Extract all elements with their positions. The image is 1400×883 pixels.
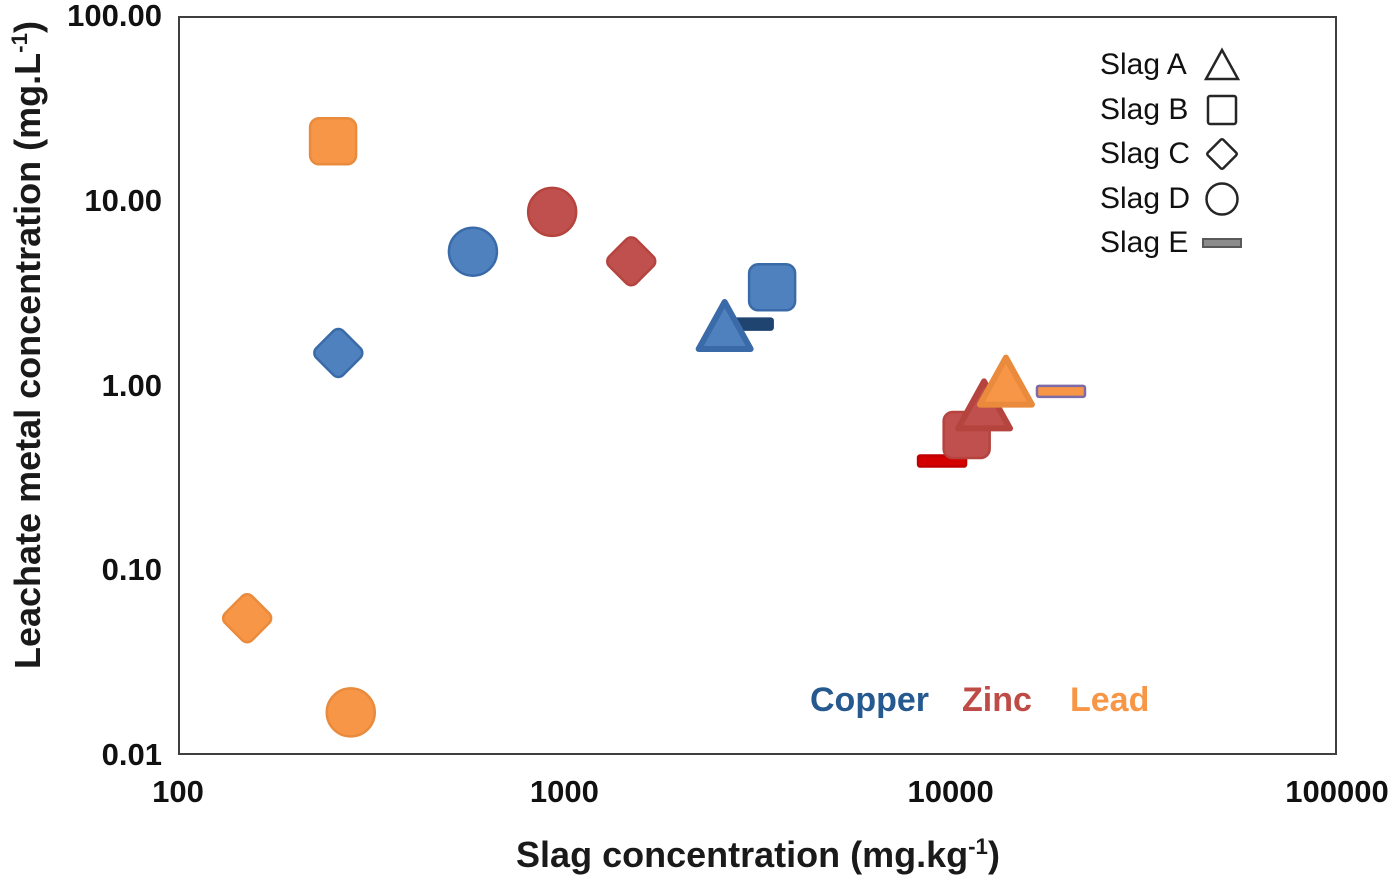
y-tick-label: 10.00 xyxy=(84,182,162,218)
legend-label: Slag D xyxy=(1100,181,1191,215)
x-tick-label: 10000 xyxy=(907,774,994,809)
legend-label: Slag E xyxy=(1100,226,1189,259)
legend-row-slag-b: Slag B xyxy=(1100,88,1300,132)
y-axis-title-text: Leachate metal concentration (mg.L xyxy=(7,52,48,669)
y-tick-label: 0.01 xyxy=(101,737,162,772)
legend-row-slag-a: Slag A xyxy=(1100,43,1300,87)
y-tick-label: 100.00 xyxy=(67,0,162,33)
y-axis-title-superscript: -1 xyxy=(7,33,32,53)
y-tick-label: 0.10 xyxy=(101,552,162,588)
x-axis-title-text: Slag concentration (mg.kg xyxy=(516,834,969,875)
plot-area xyxy=(178,16,1337,755)
legend-row-slag-d: Slag D xyxy=(1100,177,1300,221)
legend-label: Slag B xyxy=(1100,92,1189,126)
y-axis-title-close: ) xyxy=(7,21,48,34)
diamond-legend-icon xyxy=(1206,138,1238,170)
legend-label: Slag C xyxy=(1100,137,1191,170)
x-axis-title-close: ) xyxy=(987,834,1000,875)
metal-label-zinc: Zinc xyxy=(962,681,1032,719)
y-axis-title: Leachate metal concentration (mg.L-1) xyxy=(7,21,49,669)
bar-legend-icon xyxy=(1202,238,1242,248)
legend-row-slag-c: Slag C xyxy=(1100,132,1300,176)
metal-label-lead: Lead xyxy=(1070,681,1150,719)
square-legend-icon xyxy=(1206,94,1238,125)
x-tick-label: 1000 xyxy=(529,774,599,809)
legend-label: Slag A xyxy=(1100,48,1187,81)
circle-legend-icon xyxy=(1205,181,1239,216)
triangle-legend-icon xyxy=(1203,47,1241,81)
x-axis-title: Slag concentration (mg.kg-1) xyxy=(516,834,1000,876)
y-tick-label: 1.00 xyxy=(101,367,162,403)
x-tick-label: 100000 xyxy=(1285,774,1389,809)
x-tick-label: 100 xyxy=(152,774,204,809)
metal-label-copper: Copper xyxy=(810,681,929,719)
x-axis-title-superscript: -1 xyxy=(968,834,988,859)
legend-row-slag-e: Slag E xyxy=(1100,221,1300,265)
